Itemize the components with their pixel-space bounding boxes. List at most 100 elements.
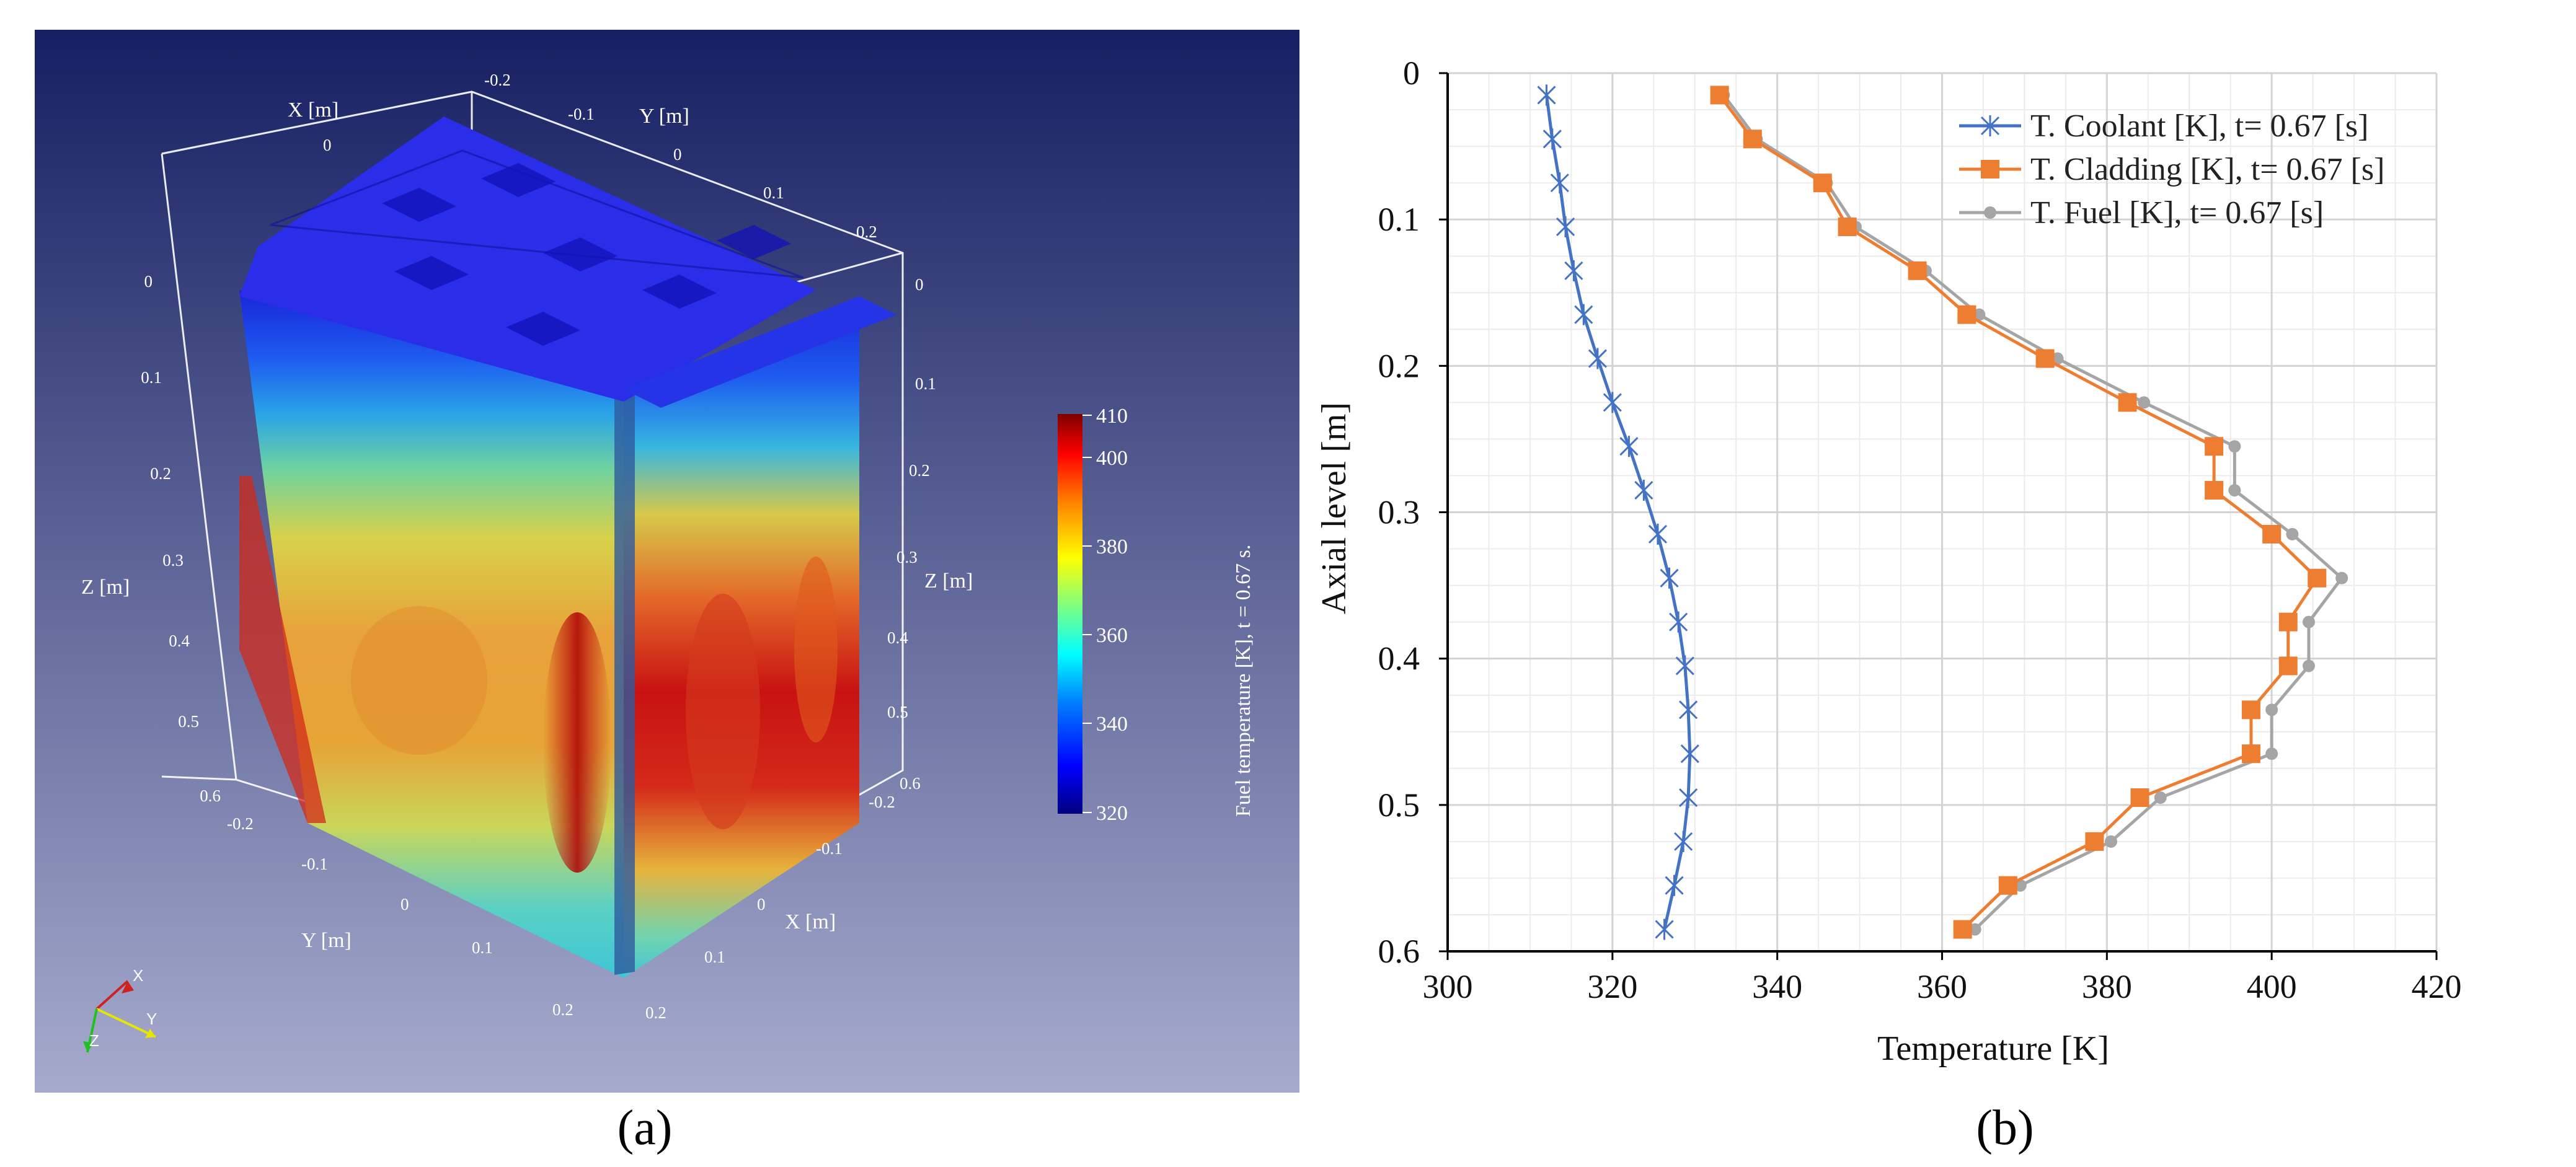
legend-item-cladding: T. Cladding [K], t= 0.67 [s] bbox=[1959, 152, 2384, 187]
data-point-fuel bbox=[2228, 484, 2241, 497]
colorbar-tick-400: 400 bbox=[1096, 447, 1128, 470]
colorbar-tick-320: 320 bbox=[1096, 802, 1128, 825]
data-point-coolant bbox=[1665, 874, 1684, 896]
series-line-fuel bbox=[1722, 94, 2344, 931]
data-point-coolant bbox=[1679, 699, 1698, 721]
y-tick-label: 0.6 bbox=[1378, 933, 1420, 970]
fuel-block-gap bbox=[614, 380, 635, 975]
x-tick-label: 340 bbox=[1752, 968, 1802, 1005]
y-tick-label: 0.1 bbox=[1378, 201, 1420, 238]
x-tick-label: 360 bbox=[1917, 968, 1967, 1005]
series-line-cladding bbox=[1718, 94, 2319, 931]
z-tick-right-5: 0.4 bbox=[887, 628, 908, 647]
legend-item-fuel: T. Fuel [K], t= 0.67 [s] bbox=[1959, 195, 2324, 231]
fuel-block-left-edge bbox=[239, 476, 326, 823]
data-point-cladding bbox=[2085, 832, 2104, 851]
fuel-hotspot-3 bbox=[794, 557, 838, 742]
axis-y-label-bottom: Y [m] bbox=[301, 929, 352, 952]
data-point-cladding bbox=[2035, 349, 2055, 368]
x-tick-label: 320 bbox=[1587, 968, 1637, 1005]
y-tick-bottom-4: 0.1 bbox=[472, 938, 493, 957]
y-tick-label: 0.2 bbox=[1378, 347, 1420, 384]
x-tick-label: 400 bbox=[2247, 968, 2297, 1005]
data-point-coolant bbox=[1674, 830, 1693, 852]
z-tick-right-7: 0.6 bbox=[900, 774, 921, 793]
data-point-coolant bbox=[1680, 743, 1699, 765]
data-point-cladding bbox=[2262, 524, 2282, 544]
y-tick-label: 0.4 bbox=[1378, 640, 1420, 677]
legend-marker-coolant bbox=[1980, 115, 2000, 136]
z-tick-right-6: 0.5 bbox=[887, 703, 908, 721]
caption-b: (b) bbox=[1976, 1101, 2034, 1155]
panel-a-3d-render: -0.2 -0.1 0 0.1 0.2 0 X [m] Y [m] Z [m] … bbox=[35, 30, 1299, 1093]
y-tick-bottom-3: 0 bbox=[401, 895, 409, 914]
data-point-coolant bbox=[1669, 611, 1688, 633]
legend-marker-fuel bbox=[1984, 206, 1996, 219]
data-point-coolant bbox=[1675, 655, 1694, 677]
z-tick-left-7: 0.6 bbox=[200, 786, 221, 805]
top-y-tick-4: 0.1 bbox=[763, 183, 784, 202]
caption-a: (a) bbox=[617, 1101, 673, 1155]
legend-item-coolant: T. Coolant [K], t= 0.67 [s] bbox=[1959, 108, 2368, 144]
data-point-coolant bbox=[1679, 787, 1698, 809]
top-pattern bbox=[382, 163, 791, 346]
y-axis-ticks: 0 0.1 0.2 0.3 0.4 0.5 0.6 bbox=[1378, 55, 1448, 970]
z-tick-left-4: 0.3 bbox=[162, 551, 184, 570]
x-ticks-bottom: -0.2 -0.1 0 0.1 0.2 bbox=[645, 793, 895, 1022]
z-tick-left-2: 0.1 bbox=[141, 368, 162, 387]
axis-y-label-top: Y [m] bbox=[639, 105, 689, 128]
y-tick-label: 0.5 bbox=[1378, 786, 1420, 824]
data-point-coolant bbox=[1655, 918, 1674, 940]
colorbar-gradient bbox=[1058, 414, 1082, 814]
legend: T. Coolant [K], t= 0.67 [s] T. Cladding … bbox=[1959, 108, 2384, 231]
axis-z-label-left: Z [m] bbox=[81, 576, 130, 599]
data-point-fuel bbox=[2265, 703, 2278, 716]
top-y-tick-1: -0.2 bbox=[484, 71, 511, 89]
data-point-coolant bbox=[1574, 304, 1593, 325]
data-point-fuel bbox=[2228, 440, 2241, 453]
data-point-coolant bbox=[1550, 172, 1569, 194]
data-point-coolant bbox=[1603, 392, 1622, 413]
fuel-block-left-face bbox=[239, 290, 624, 978]
x-tick-bottom-3: 0 bbox=[757, 895, 766, 914]
data-point-fuel bbox=[2104, 835, 2117, 848]
data-point-fuel bbox=[2335, 571, 2348, 584]
data-point-coolant bbox=[1634, 480, 1653, 501]
axis-z-label-right: Z [m] bbox=[924, 570, 973, 592]
legend-marker-shape bbox=[1980, 115, 2000, 136]
y-tick-label: 0.3 bbox=[1378, 494, 1420, 531]
colorbar-tick-360: 360 bbox=[1096, 624, 1128, 647]
y-axis-label: Axial level [m] bbox=[1315, 402, 1353, 614]
axis-x-label-top: X [m] bbox=[288, 99, 339, 121]
z-tick-right-4: 0.3 bbox=[896, 548, 918, 566]
z-ticks-left: 0 0.1 0.2 0.3 0.4 0.5 0.6 bbox=[141, 272, 221, 805]
data-point-cladding bbox=[1998, 876, 2017, 895]
data-point-fuel bbox=[2286, 527, 2299, 540]
fuel-block-top-edge bbox=[624, 296, 896, 408]
data-point-cladding bbox=[2241, 700, 2260, 720]
orientation-triad: X Y Z bbox=[83, 966, 157, 1053]
data-point-coolant bbox=[1543, 128, 1562, 150]
x-tick-label: 420 bbox=[2412, 968, 2462, 1005]
data-point-coolant bbox=[1648, 523, 1667, 545]
data-point-coolant bbox=[1564, 260, 1583, 281]
x-tick-label: 300 bbox=[1423, 968, 1473, 1005]
z-tick-right-1: 0 bbox=[915, 275, 924, 294]
render-canvas: -0.2 -0.1 0 0.1 0.2 0 X [m] Y [m] Z [m] … bbox=[35, 30, 1299, 1093]
legend-marker-shape bbox=[1981, 160, 1999, 178]
fuel-hotspot-2 bbox=[686, 594, 760, 829]
colorbar-tick-340: 340 bbox=[1096, 713, 1128, 736]
z-tick-right-2: 0.1 bbox=[915, 374, 936, 393]
data-point-fuel bbox=[2302, 615, 2315, 628]
data-point-cladding bbox=[1953, 920, 1972, 939]
y-tick-bottom-1: -0.2 bbox=[227, 814, 254, 833]
data-point-coolant bbox=[1588, 348, 1607, 369]
colorbar-title: Fuel temperature [K], t = 0.67 s. bbox=[1232, 545, 1255, 817]
data-point-cladding bbox=[2308, 568, 2327, 588]
z-tick-left-1: 0 bbox=[144, 272, 153, 291]
data-point-cladding bbox=[1743, 130, 1762, 149]
legend-label-cladding: T. Cladding [K], t= 0.67 [s] bbox=[2030, 152, 2384, 187]
z-tick-left-5: 0.4 bbox=[169, 632, 190, 650]
triad-y-label: Y bbox=[146, 1010, 157, 1028]
data-point-coolant bbox=[1619, 436, 1639, 457]
